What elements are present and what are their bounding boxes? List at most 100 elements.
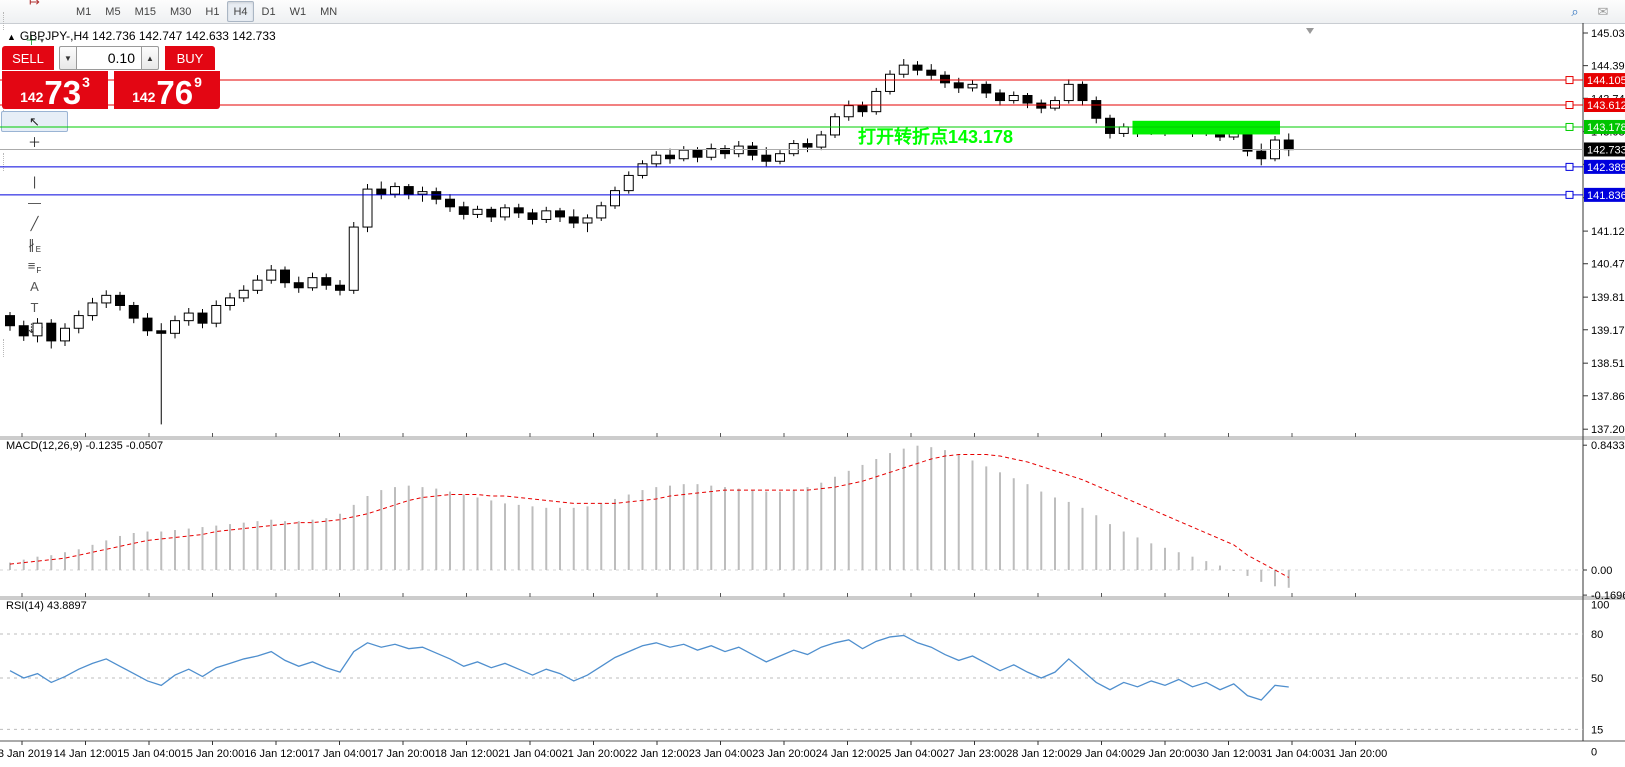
macd-hist-bar bbox=[971, 460, 974, 570]
buy-button[interactable]: BUY bbox=[165, 46, 215, 70]
bear-candle bbox=[692, 149, 703, 158]
macd-hist-bar bbox=[435, 488, 438, 570]
chart-window[interactable]: 145.035144.390143.745143.085142.440141.7… bbox=[0, 23, 1625, 767]
timeframe-m30-button[interactable]: M30 bbox=[169, 5, 192, 18]
volume-input[interactable] bbox=[77, 46, 141, 70]
macd-hist-bar bbox=[1136, 537, 1139, 570]
sell-button[interactable]: SELL bbox=[2, 46, 54, 70]
bear-candle bbox=[128, 304, 139, 319]
trendline-icon[interactable]: ╱ bbox=[1, 213, 68, 234]
level-handle[interactable] bbox=[1565, 101, 1574, 110]
macd-hist-bar bbox=[284, 521, 286, 570]
macd-hist-bar bbox=[297, 521, 300, 570]
time-tick-label: 30 Jan 12:00 bbox=[1197, 748, 1261, 760]
draw-label-icon[interactable]: T bbox=[1, 297, 68, 318]
cursor-icon[interactable]: ↖ bbox=[1, 110, 69, 132]
price-badge-143.612 bbox=[1584, 98, 1625, 113]
macd-hist-bar bbox=[1095, 515, 1098, 570]
crosshair-icon[interactable]: ＋ bbox=[1, 132, 68, 153]
macd-hist-bar bbox=[641, 490, 644, 570]
macd-hist-bar bbox=[792, 490, 795, 570]
timeframe-mn-button[interactable]: MN bbox=[320, 5, 338, 18]
chart-title: ▲ GBPJPY-,H4 142.736 142.747 142.633 142.… bbox=[7, 29, 276, 43]
bull-candle bbox=[967, 83, 978, 89]
toolbar: 单▤▥◉▶自动交易‖▮∿⊕⊖▦▸↦＋▾⊙▾▩▾↖＋|—╱∦E≡FAT⇣▾ M1M… bbox=[0, 0, 1625, 357]
macd-hist-bar bbox=[916, 445, 919, 570]
timeframe-m1-button[interactable]: M1 bbox=[76, 5, 92, 18]
macd-hist-bar bbox=[1054, 497, 1056, 570]
sell-price-pip: 3 bbox=[82, 74, 90, 90]
time-tick-label: 25 Jan 04:00 bbox=[879, 748, 943, 760]
trendline-icon-glyph: ╱ bbox=[30, 215, 39, 231]
horizontal-line-icon-glyph: — bbox=[28, 194, 41, 210]
bull-candle bbox=[582, 217, 593, 224]
macd-hist-bar bbox=[517, 504, 520, 570]
chat-icon[interactable]: ✉ bbox=[1590, 1, 1616, 22]
rsi-panel: 100 80 50 15 0 bbox=[9, 600, 1609, 758]
macd-hist-bar bbox=[325, 518, 328, 570]
timeframe-m15-button[interactable]: M15 bbox=[134, 5, 156, 18]
level-handle[interactable] bbox=[1565, 162, 1574, 171]
bear-candle bbox=[981, 83, 992, 94]
time-tick-label: 28 Jan 12:00 bbox=[1006, 748, 1070, 760]
indicators-button-caret-icon[interactable]: ▾ bbox=[40, 35, 45, 45]
bear-candle bbox=[940, 74, 950, 84]
price-badge-142.733 bbox=[1584, 142, 1625, 157]
macd-hist-bar bbox=[132, 533, 135, 570]
chart-shift-icon[interactable]: ↦ bbox=[1, 0, 68, 12]
bull-candle bbox=[252, 279, 263, 291]
indicators-button[interactable]: ＋ ▾ bbox=[1, 30, 68, 51]
chart-annotation-text[interactable]: 打开转折点143.178 bbox=[858, 127, 1014, 147]
timeframe-h1-button[interactable]: H1 bbox=[205, 5, 220, 18]
macd-hist-bar bbox=[1246, 570, 1249, 576]
macd-hist-bar bbox=[710, 485, 713, 570]
vertical-line-icon[interactable]: | bbox=[1, 171, 68, 192]
chart-canvas[interactable]: 145.035144.390143.745143.085142.440141.7… bbox=[0, 23, 1625, 767]
timeframe-m5-button[interactable]: M5 bbox=[105, 5, 121, 18]
highlight-box[interactable] bbox=[1132, 120, 1281, 135]
macd-hist-bar bbox=[1274, 570, 1276, 587]
macd-hist-bar bbox=[174, 530, 176, 570]
vertical-line-icon-glyph: | bbox=[32, 173, 37, 189]
level-handle[interactable] bbox=[1565, 190, 1574, 199]
bear-candle bbox=[1242, 132, 1253, 152]
draw-text-icon[interactable]: A bbox=[1, 276, 68, 297]
chart-shift-marker-icon[interactable] bbox=[1306, 28, 1314, 34]
search-icon[interactable]: ⌕ bbox=[1562, 1, 1588, 22]
rsi-axis-label: 100 bbox=[1591, 600, 1609, 612]
timeframe-w1-button[interactable]: W1 bbox=[289, 5, 307, 18]
equidistant-channel-icon[interactable]: ∦ E bbox=[1, 234, 68, 255]
level-handle[interactable] bbox=[1565, 122, 1574, 131]
timeframe-d1-button[interactable]: D1 bbox=[261, 5, 276, 18]
buy-price-display[interactable]: 142 76 9 bbox=[114, 71, 220, 109]
bear-candle bbox=[1105, 117, 1115, 134]
fibonacci-icon[interactable]: ≡ F bbox=[1, 255, 68, 276]
macd-hist-bar bbox=[64, 552, 66, 570]
bear-candle bbox=[802, 143, 813, 148]
bear-candle bbox=[857, 105, 868, 113]
bear-candle bbox=[926, 69, 937, 76]
price-level-lines[interactable] bbox=[0, 76, 1583, 199]
price-tick-label: 141.120 bbox=[1591, 226, 1625, 238]
macd-hist-bar bbox=[1205, 561, 1208, 570]
macd-hist-bar bbox=[1219, 565, 1221, 570]
timeframe-h4-button[interactable]: H4 bbox=[227, 1, 254, 22]
volume-increase-button[interactable]: ▲ bbox=[141, 46, 159, 70]
sell-price-display[interactable]: 142 73 3 bbox=[2, 71, 108, 109]
bull-candle bbox=[651, 154, 662, 165]
macd-hist-bar bbox=[847, 470, 850, 570]
macd-hist-bar bbox=[669, 485, 671, 570]
price-tick-label: 139.815 bbox=[1591, 292, 1625, 304]
bear-candle bbox=[321, 277, 332, 286]
macd-hist-bar bbox=[160, 531, 163, 570]
macd-hist-bar bbox=[366, 496, 369, 570]
horizontal-line-icon[interactable]: — bbox=[1, 192, 68, 213]
bear-candle bbox=[486, 208, 497, 218]
volume-decrease-button[interactable]: ▼ bbox=[59, 46, 77, 70]
bull-candle bbox=[816, 134, 827, 148]
level-handle[interactable] bbox=[1565, 76, 1574, 85]
macd-hist-bar bbox=[462, 494, 465, 570]
bull-candle bbox=[610, 190, 620, 207]
bull-candle bbox=[170, 320, 180, 334]
